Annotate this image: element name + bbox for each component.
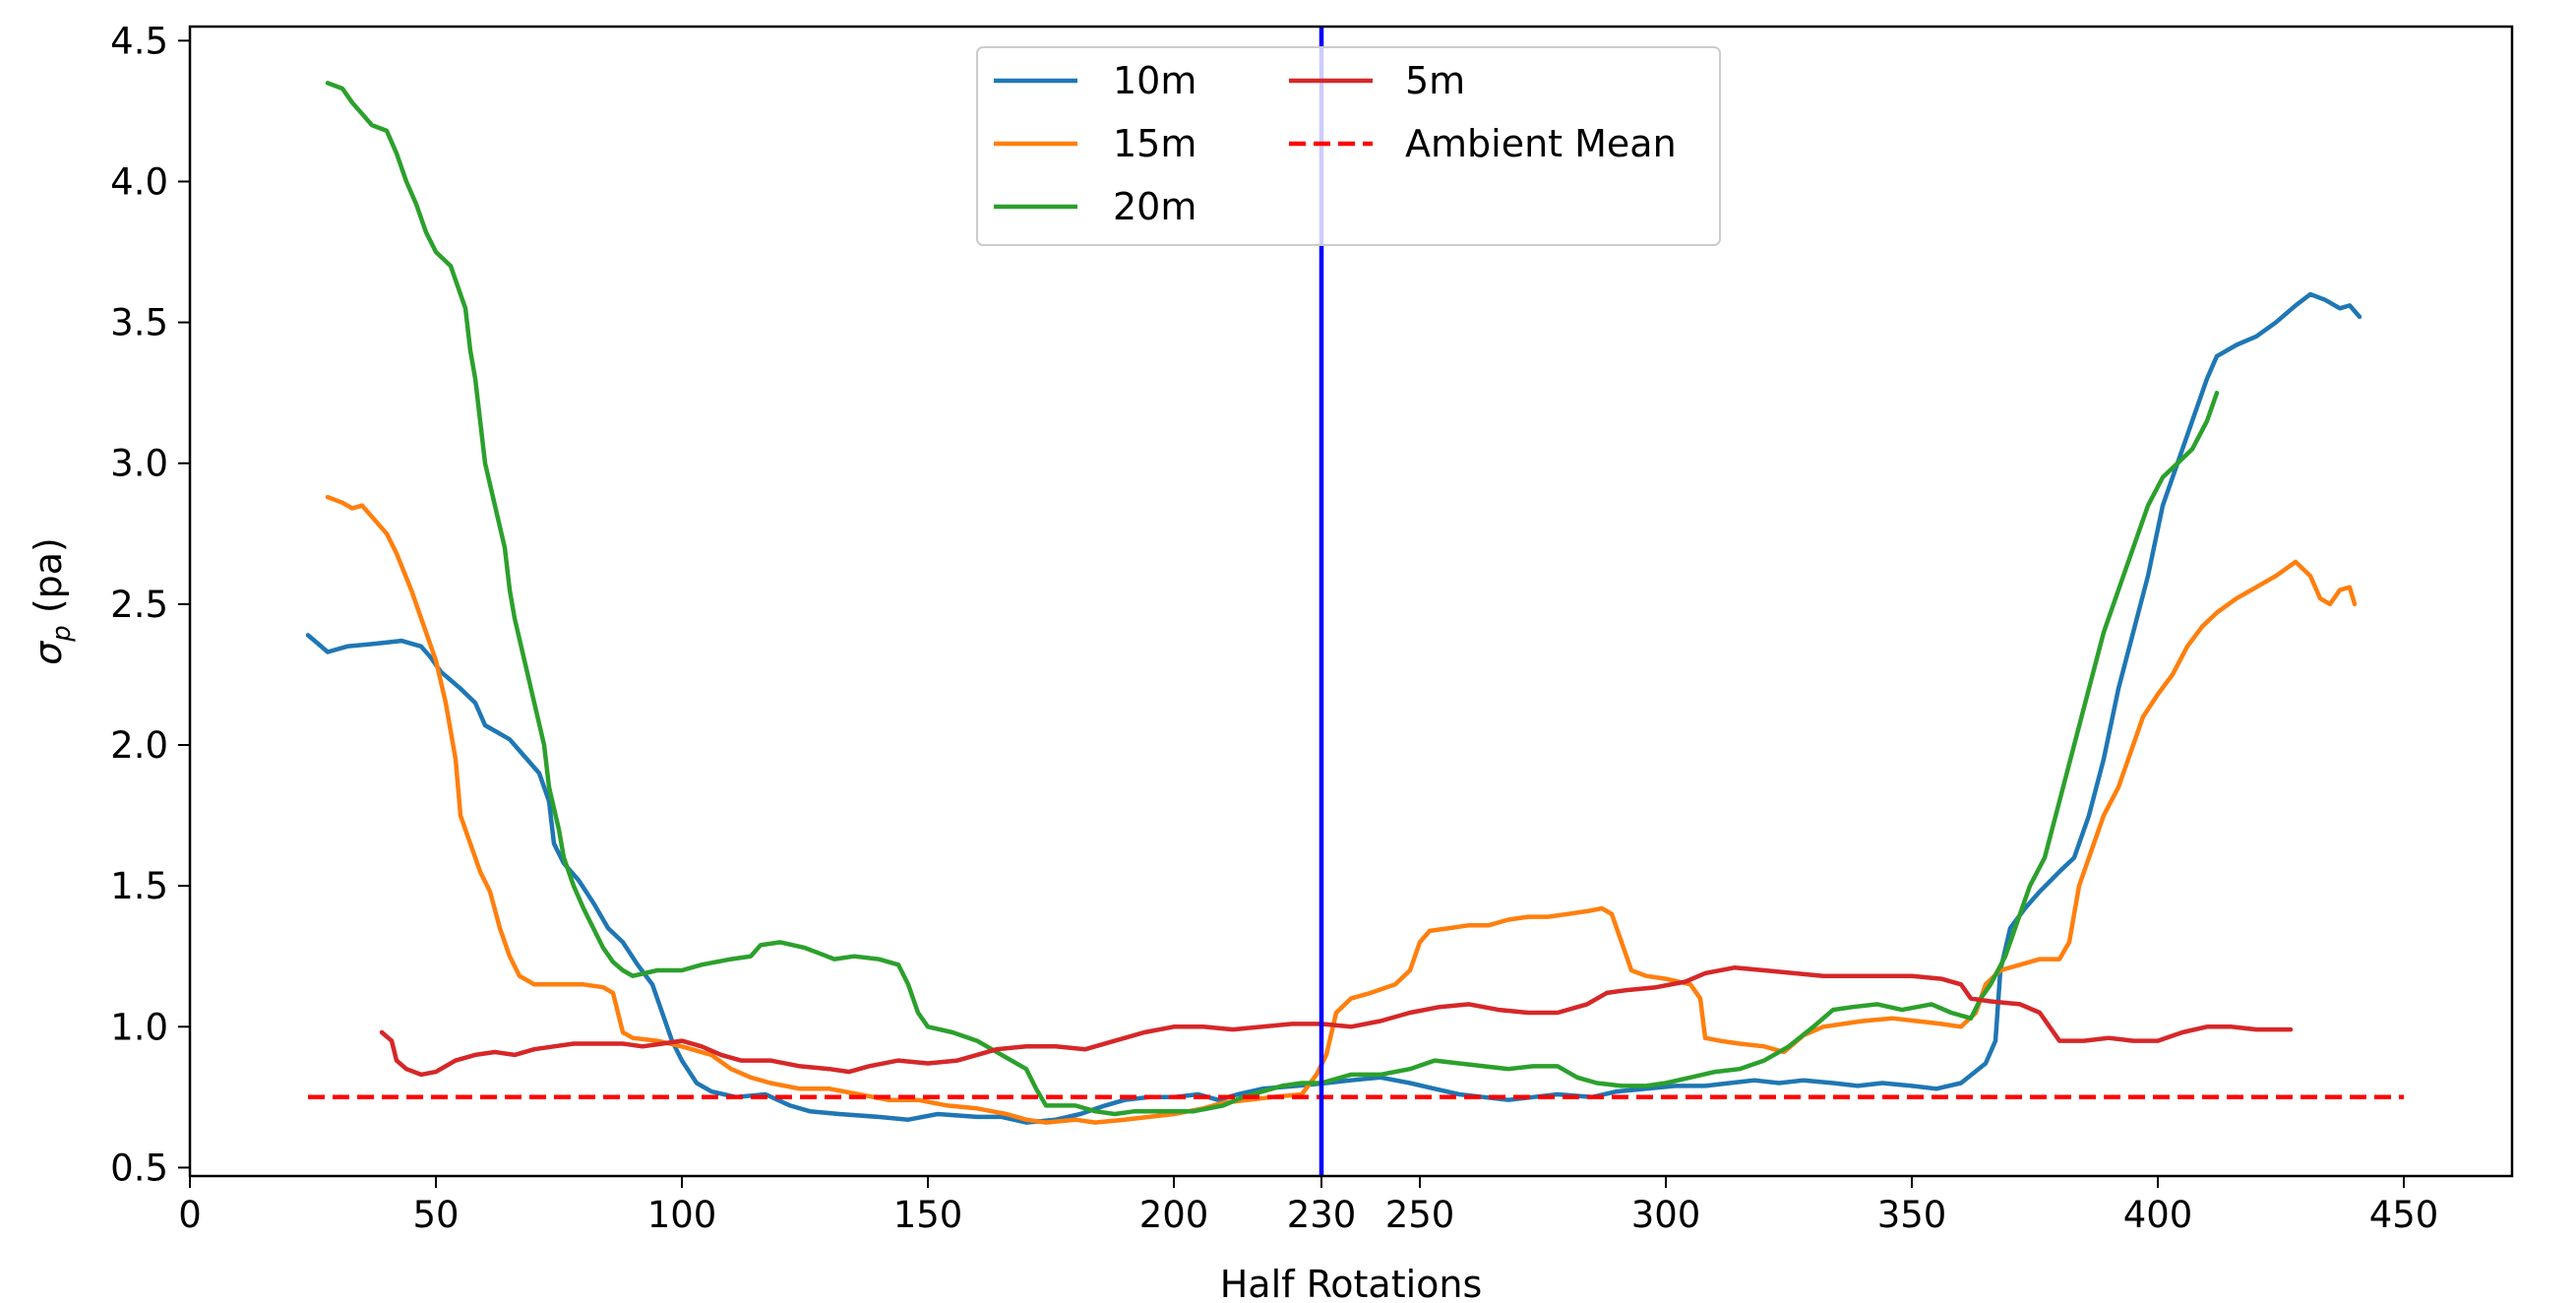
x-tick-label: 250	[1385, 1194, 1455, 1236]
x-tick-label: 450	[2369, 1194, 2439, 1236]
y-tick-label: 1.0	[110, 1006, 168, 1048]
x-tick-label: 400	[2123, 1194, 2193, 1236]
legend-label: 5m	[1405, 59, 1465, 102]
legend-box	[976, 46, 1721, 246]
y-tick-label: 0.5	[110, 1147, 168, 1189]
y-axis-label: σp (pa)	[27, 537, 77, 665]
legend-entry: Ambient Mean	[1289, 122, 1677, 165]
y-tick-label: 1.5	[110, 865, 168, 907]
x-axis: 0 50 100 150 200 230 250 300 350 400 450	[178, 1176, 2438, 1236]
y-tick-label: 4.0	[110, 160, 168, 203]
legend-entry: 5m	[1289, 59, 1465, 102]
legend-label: 10m	[1113, 59, 1196, 102]
plot-frame	[188, 25, 2514, 1178]
legend-label: 20m	[1113, 185, 1196, 228]
y-tick-label: 4.5	[110, 20, 168, 62]
y-axis: 0.5 1.0 1.5 2.0 2.5 3.0 3.5 4.0 4.5	[110, 20, 190, 1189]
x-tick-label: 200	[1139, 1194, 1209, 1236]
x-axis-label: Half Rotations	[1220, 1263, 1483, 1303]
legend-entry: 15m	[994, 122, 1196, 165]
x-tick-label: 350	[1877, 1194, 1947, 1236]
x-tick-label: 50	[412, 1194, 459, 1236]
legend-entry: 10m	[994, 59, 1196, 102]
series-layer	[305, 81, 2404, 1125]
x-tick-label: 150	[893, 1194, 963, 1236]
legend-label: Ambient Mean	[1405, 122, 1677, 165]
series-line-1	[325, 494, 2358, 1125]
series-line-2	[325, 81, 2220, 1117]
y-tick-label: 2.0	[110, 724, 168, 767]
legend-label: 15m	[1113, 122, 1196, 165]
x-tick-label: 230	[1287, 1194, 1357, 1236]
x-tick-label: 300	[1631, 1194, 1701, 1236]
y-tick-label: 2.5	[110, 584, 168, 626]
y-tick-label: 3.5	[110, 302, 168, 344]
x-tick-label: 100	[647, 1194, 717, 1236]
y-tick-label: 3.0	[110, 443, 168, 485]
legend-entry: 20m	[994, 185, 1196, 228]
x-tick-label: 0	[178, 1194, 202, 1236]
series-line-3	[379, 964, 2294, 1078]
legend: 10m 15m 20m 5m Ambient Mean	[976, 46, 1721, 246]
